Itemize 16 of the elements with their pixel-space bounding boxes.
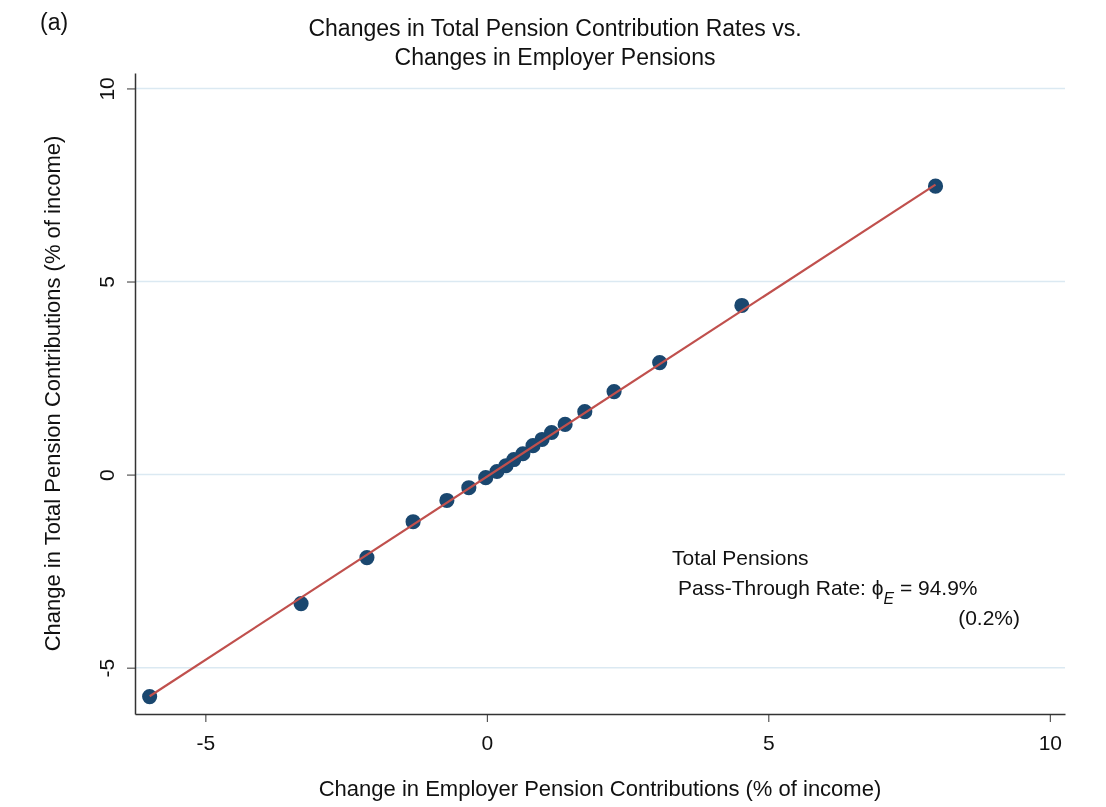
x-axis-title: Change in Employer Pension Contributions (% of income)	[318, 776, 882, 801]
y-axis-title: Change in Total Pension Contributions (% of income)	[40, 135, 65, 652]
y-tick-label: 10	[95, 77, 119, 101]
text: (a)	[40, 9, 69, 35]
y-tick-label: -5	[95, 658, 119, 678]
chart-title: Changes in Total Pension Contribution Rates vs. Changes in Employer Pensions	[308, 15, 802, 70]
annotation: (0.2%)	[958, 606, 1020, 629]
x-tick-label: -5	[196, 731, 216, 755]
x-tick-label: 10	[1038, 731, 1062, 755]
x-tick-label: 0	[481, 731, 494, 755]
annotation: Pass-Through Rate: ϕ$_{E}$ = 94.9%	[678, 576, 978, 607]
point	[142, 689, 158, 705]
annotation: Total Pensions	[672, 546, 809, 569]
x-tick-label: 5	[762, 731, 775, 755]
y-tick-label: 5	[95, 276, 119, 288]
y-tick-label: 0	[95, 469, 119, 481]
